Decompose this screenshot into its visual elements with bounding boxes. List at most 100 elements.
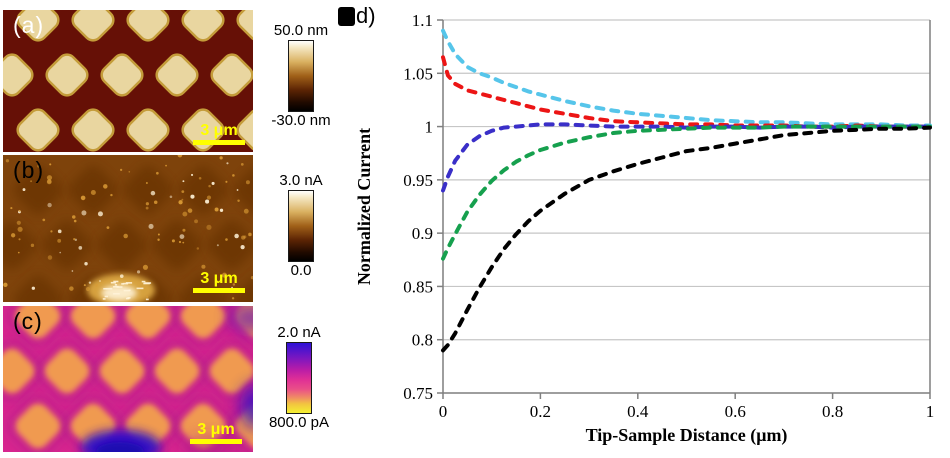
dark-rim [116, 306, 180, 348]
dark-rim [35, 339, 99, 403]
speckle [73, 238, 76, 241]
speckle [150, 190, 156, 196]
speckle [88, 281, 92, 284]
orange-current-feature [70, 306, 116, 339]
orange-current-feature [125, 306, 171, 339]
topography-feature [16, 10, 60, 42]
x-tick-label: 0.8 [822, 402, 843, 421]
dark-current-feature [178, 165, 228, 215]
speckle [81, 210, 87, 216]
dark-current-feature [123, 165, 173, 215]
orange-current-feature [15, 403, 61, 449]
dark-rim [226, 306, 253, 348]
speckle [22, 188, 26, 192]
speckle [243, 208, 249, 214]
colorbar-a: 50.0 nm -30.0 nm [261, 22, 341, 130]
speckle [10, 233, 16, 238]
orange-current-feature [70, 306, 116, 339]
speckle [232, 283, 236, 286]
speckle [95, 283, 98, 287]
speckle [80, 195, 86, 201]
speckle [47, 202, 52, 208]
dark-rim [226, 306, 253, 348]
speckle [146, 295, 149, 298]
speckle [177, 155, 183, 158]
colorbar-c-gradient [286, 342, 312, 414]
colorbar-b: 3.0 nA 0.0 [261, 172, 341, 280]
speckle [144, 282, 152, 284]
speckle [3, 282, 8, 288]
speckle [49, 163, 52, 166]
dark-current-feature [13, 275, 63, 302]
scalebar-line [193, 140, 245, 145]
orange-current-feature [15, 306, 61, 339]
speckle [182, 241, 185, 244]
speckle [105, 287, 113, 290]
speckle [37, 164, 40, 168]
speckle [136, 287, 144, 290]
dark-current-feature [233, 275, 253, 302]
topography-feature [16, 10, 60, 42]
colorbar-a-max-label: 50.0 nm [273, 22, 329, 39]
speckle [17, 226, 23, 232]
y-tick-label: 1 [425, 118, 434, 137]
y-axis-title: Normalized Current [354, 128, 374, 285]
panel-d-label-text: d) [356, 3, 376, 28]
series-green [441, 124, 932, 261]
y-tick-label: 0.85 [403, 277, 433, 296]
speckle [57, 238, 62, 243]
speckle [205, 199, 210, 204]
topography-feature [155, 53, 199, 97]
speckle [211, 181, 215, 185]
speckle [30, 180, 33, 183]
panel-d-chart: 0.75 0.8 0.85 0.9 0.95 1 1.05 1.1 0 0.2 0.4 0.6 0.8 1… [354, 11, 934, 446]
scalebar-line [193, 288, 245, 293]
speckle [103, 184, 108, 189]
dark-current-feature [3, 220, 37, 270]
speckle [85, 286, 91, 292]
topography-feature [126, 108, 170, 152]
speckle [225, 238, 228, 241]
speckle [10, 207, 13, 210]
speckle [206, 224, 212, 230]
speckle [206, 195, 212, 200]
speckle [16, 220, 21, 225]
orange-current-feature [99, 348, 145, 394]
speckle [240, 163, 244, 166]
speckle [240, 244, 245, 250]
series-blue [441, 122, 932, 193]
dark-rim [6, 306, 70, 348]
panel-b: (b) 3 μm [3, 155, 253, 302]
topography-feature [71, 108, 115, 152]
speckle [201, 264, 206, 269]
speckle [103, 287, 107, 290]
dark-current-feature [178, 165, 228, 215]
speckle [102, 298, 106, 300]
topography-feature [181, 10, 225, 42]
orange-current-feature [3, 348, 35, 394]
dark-rim [61, 306, 125, 348]
topography-feature [126, 10, 170, 42]
speckle [153, 200, 158, 205]
speckle [178, 200, 183, 205]
dark-current-feature [97, 220, 147, 270]
dark-rim [3, 339, 44, 403]
speckle [194, 219, 198, 224]
speckle [78, 246, 83, 250]
purple-blob [229, 306, 253, 332]
dark-rim [6, 394, 70, 452]
dark-rim [145, 339, 209, 403]
dark-current-feature [13, 275, 63, 302]
scalebar-text: 3 μm [200, 270, 238, 287]
speckle [181, 190, 185, 194]
speckle [18, 238, 21, 241]
speckle [231, 286, 233, 289]
speckle [190, 173, 194, 177]
colorbar-b-max-label: 3.0 nA [279, 172, 323, 189]
dark-rim [6, 394, 70, 452]
dark-current-feature [152, 220, 202, 270]
orange-current-feature [44, 348, 90, 394]
dark-rim [171, 306, 235, 348]
y-tick-label: 0.95 [403, 171, 433, 190]
speckle [123, 282, 129, 285]
